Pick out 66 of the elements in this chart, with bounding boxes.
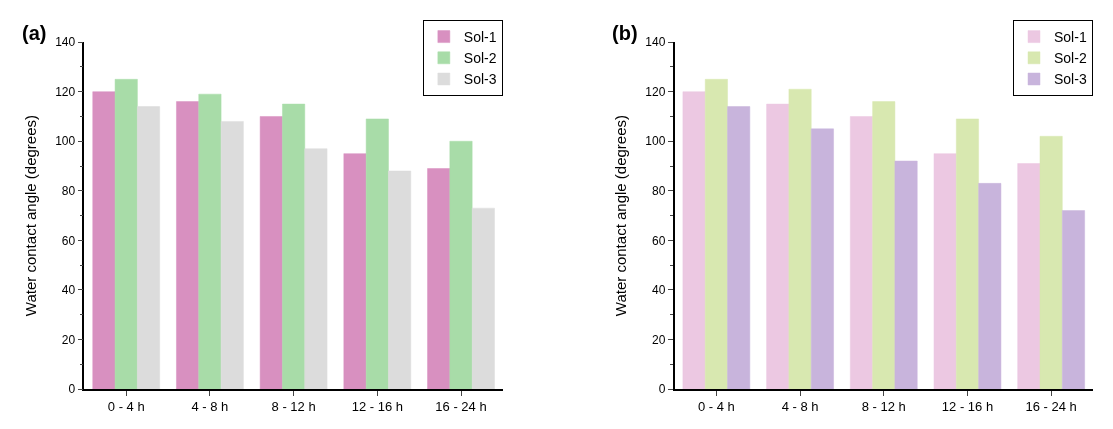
- y-tick-label: 40: [61, 283, 76, 298]
- bar: [449, 140, 473, 389]
- bar: [682, 91, 706, 389]
- x-tick-label: 4 - 8 h: [781, 399, 819, 415]
- bar: [727, 106, 751, 389]
- bar: [471, 207, 495, 389]
- legend-label: Sol-1: [1054, 29, 1087, 46]
- x-tick-label: 0 - 4 h: [697, 399, 735, 415]
- legend-label: Sol-3: [463, 71, 497, 88]
- bar: [1017, 163, 1041, 389]
- y-tick-label: 20: [61, 332, 76, 347]
- bar: [365, 118, 389, 389]
- bar: [872, 101, 896, 389]
- y-tick-label: 0: [658, 382, 666, 397]
- y-tick-label: 20: [652, 332, 666, 347]
- legend-label: Sol-2: [463, 50, 497, 67]
- x-tick-label: 12 - 16 h: [351, 399, 403, 415]
- bar: [810, 128, 834, 389]
- x-tick-label: 16 - 24 h: [435, 399, 487, 415]
- y-tick-label: 100: [55, 134, 76, 149]
- y-tick-label: 100: [645, 134, 666, 149]
- bar: [282, 103, 306, 389]
- y-tick-label: 40: [652, 283, 666, 298]
- bar: [766, 103, 790, 389]
- y-tick-label: 0: [68, 382, 76, 397]
- bar: [304, 148, 328, 389]
- bar: [788, 88, 812, 389]
- bar: [114, 79, 138, 389]
- y-tick-label: 60: [61, 233, 76, 248]
- bar: [388, 170, 412, 389]
- x-tick-label: 8 - 12 h: [271, 399, 316, 415]
- x-tick-label: 16 - 24 h: [1025, 399, 1077, 415]
- y-tick-label: 80: [61, 183, 76, 198]
- y-axis-title: Water contact angle (degrees): [612, 114, 630, 317]
- bar: [1039, 136, 1063, 389]
- y-tick-label: 140: [645, 35, 666, 50]
- y-tick-label: 140: [55, 35, 76, 50]
- bar: [1062, 210, 1085, 389]
- x-tick-label: 0 - 4 h: [107, 399, 145, 415]
- bar: [176, 101, 200, 389]
- bar: [220, 121, 244, 389]
- y-tick-label: 80: [652, 183, 666, 198]
- bar: [894, 160, 918, 389]
- bar: [850, 116, 873, 389]
- bar: [427, 168, 451, 389]
- x-tick-label: 8 - 12 h: [861, 399, 906, 415]
- x-tick-label: 12 - 16 h: [941, 399, 994, 415]
- legend-label: Sol-2: [1054, 50, 1087, 67]
- bar: [956, 118, 979, 389]
- x-tick-label: 4 - 8 h: [191, 399, 229, 415]
- chart-title: (a): [22, 22, 47, 44]
- legend-label: Sol-1: [463, 29, 497, 46]
- bar: [978, 183, 1002, 389]
- bar: [137, 106, 160, 389]
- y-tick-label: 60: [652, 233, 666, 248]
- bar: [704, 79, 728, 389]
- y-tick-label: 120: [55, 84, 76, 99]
- bar: [259, 116, 283, 389]
- chart-title: (b): [612, 22, 638, 44]
- legend-label: Sol-3: [1054, 71, 1087, 88]
- bar: [198, 93, 222, 389]
- bar: [92, 91, 116, 389]
- bar: [343, 153, 367, 389]
- y-axis-title: Water contact angle (degrees): [21, 114, 39, 317]
- bar: [933, 153, 957, 389]
- y-tick-label: 120: [645, 84, 666, 99]
